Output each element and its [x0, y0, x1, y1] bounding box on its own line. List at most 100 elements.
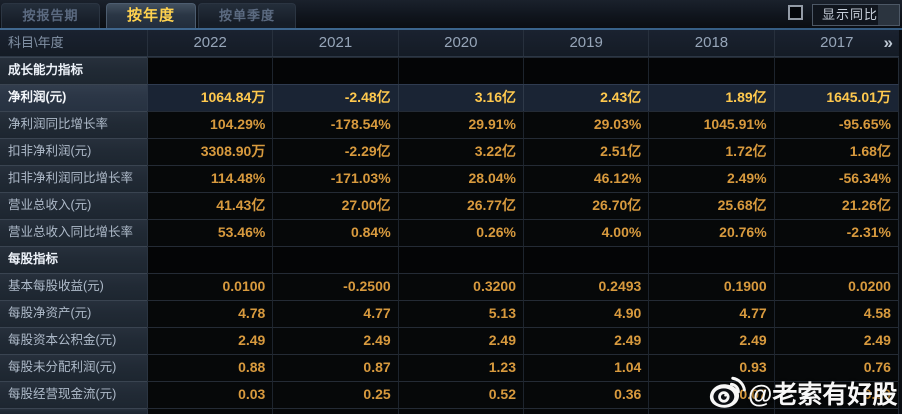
indicator-label: [0, 408, 147, 414]
value-cell: -178.54%: [272, 111, 398, 138]
table-row-partial: [0, 408, 899, 414]
value-cell: 0.76: [773, 354, 899, 381]
value-cell: 1.04: [522, 354, 649, 381]
value-cell: 114.48%: [147, 165, 273, 192]
indicator-label: 成长能力指标: [0, 57, 147, 84]
value-cell: 4.77: [272, 300, 398, 327]
table-row: 每股净资产(元) 4.78 4.77 5.13 4.90 4.77 4.58: [0, 300, 899, 327]
tab-by-year[interactable]: 按年度: [106, 3, 196, 28]
year-column-header: 2021: [272, 30, 397, 56]
indicator-label: 每股经营现金流(元): [0, 381, 147, 408]
value-cell: [272, 57, 398, 84]
value-cell: 0.93: [648, 354, 774, 381]
value-cell: 0.2493: [522, 273, 649, 300]
table-row: 扣非净利润同比增长率 114.48% -171.03% 28.04% 46.12…: [0, 165, 899, 192]
value-cell: [648, 408, 774, 414]
value-cell: -56.34%: [773, 165, 899, 192]
table-row: 营业总收入(元) 41.43亿 27.00亿 26.77亿 26.70亿 25.…: [0, 192, 899, 219]
value-cell: [147, 57, 273, 84]
indicator-label: 每股资本公积金(元): [0, 327, 147, 354]
value-cell: 0.88: [147, 354, 273, 381]
period-tab-bar: 按报告期 按年度 按单季度 显示同比: [0, 0, 902, 28]
value-cell: 25.68亿: [648, 192, 774, 219]
value-cell: 2.49: [773, 327, 899, 354]
indicator-label: 每股未分配利润(元): [0, 354, 147, 381]
value-cell: 4.00%: [522, 219, 649, 246]
indicator-label: 净利润(元): [0, 84, 147, 111]
value-cell: 29.03%: [522, 111, 649, 138]
indicator-label: 每股净资产(元): [0, 300, 147, 327]
value-cell: 1.89亿: [648, 84, 774, 111]
year-column-header: 2020: [397, 30, 523, 56]
value-cell: -2.48亿: [272, 84, 398, 111]
value-cell: 5.13: [397, 300, 523, 327]
indicator-label: 扣非净利润同比增长率: [0, 165, 147, 192]
value-cell: [147, 246, 273, 273]
value-cell: 0.87: [272, 354, 398, 381]
table-row: 每股经营现金流(元) 0.03 0.25 0.52 0.36 0.07 0.09: [0, 381, 899, 408]
value-cell: 26.77亿: [397, 192, 523, 219]
more-years-icon[interactable]: »: [883, 33, 893, 52]
table-row: 净利润同比增长率 104.29% -178.54% 29.91% 29.03% …: [0, 111, 899, 138]
value-cell: 4.90: [522, 300, 649, 327]
indicator-label: 基本每股收益(元): [0, 273, 147, 300]
value-cell: 3.16亿: [397, 84, 523, 111]
value-cell: 0.09: [773, 381, 899, 408]
corner-header-cell: 科目\年度: [8, 35, 64, 50]
indicator-label: 净利润同比增长率: [0, 111, 147, 138]
tab-by-single-quarter[interactable]: 按单季度: [198, 3, 296, 28]
value-cell: [648, 57, 774, 84]
value-cell: 2.51亿: [522, 138, 649, 165]
value-cell: 0.0200: [773, 273, 899, 300]
value-cell: 0.25: [272, 381, 398, 408]
value-cell: 2.49: [648, 327, 774, 354]
value-cell: 29.91%: [397, 111, 523, 138]
show-yoy-checkbox[interactable]: [788, 5, 803, 20]
watermark-text: @老索有好股: [748, 381, 898, 409]
value-cell: 2.49%: [648, 165, 774, 192]
value-cell: 1.23: [397, 354, 523, 381]
value-cell: [522, 408, 649, 414]
show-yoy-toggle-segment: [878, 5, 899, 25]
table-header-row: 科目\年度 2022 2021 2020 2019 2018 2017 »: [0, 30, 899, 57]
year-column-header: 2019: [522, 30, 648, 56]
value-cell: [147, 408, 273, 414]
value-cell: 0.84%: [272, 219, 398, 246]
value-cell: [522, 246, 649, 273]
year-column-header: 2022: [147, 30, 272, 56]
watermark: @老索有好股: [708, 374, 902, 410]
value-cell: 0.1900: [648, 273, 774, 300]
indicator-label: 每股指标: [0, 246, 147, 273]
indicator-label: 扣非净利润(元): [0, 138, 147, 165]
value-cell: [397, 246, 523, 273]
value-cell: [272, 246, 398, 273]
tab-underline-accent: [0, 28, 902, 30]
value-cell: 2.43亿: [522, 84, 649, 111]
value-cell: 1045.91%: [648, 111, 774, 138]
value-cell: 0.36: [522, 381, 649, 408]
value-cell: 104.29%: [147, 111, 273, 138]
show-yoy-toggle[interactable]: 显示同比: [812, 4, 900, 26]
value-cell: 0.26%: [397, 219, 523, 246]
value-cell: 1064.84万: [147, 84, 273, 111]
value-cell: -2.29亿: [272, 138, 398, 165]
value-cell: -171.03%: [272, 165, 398, 192]
table-row: 每股未分配利润(元) 0.88 0.87 1.23 1.04 0.93 0.76: [0, 354, 899, 381]
value-cell: 3.22亿: [397, 138, 523, 165]
value-cell: [648, 246, 774, 273]
value-cell: 2.49: [522, 327, 649, 354]
value-cell: -0.2500: [272, 273, 398, 300]
tab-by-report-period[interactable]: 按报告期: [1, 3, 100, 28]
value-cell: 0.03: [147, 381, 273, 408]
value-cell: 0.3200: [397, 273, 523, 300]
value-cell: 46.12%: [522, 165, 649, 192]
value-cell: 4.77: [648, 300, 774, 327]
value-cell: [397, 408, 523, 414]
value-cell: 1.72亿: [648, 138, 774, 165]
value-cell: -2.31%: [773, 219, 899, 246]
value-cell: 26.70亿: [522, 192, 649, 219]
value-cell: 2.49: [272, 327, 398, 354]
value-cell: 4.78: [147, 300, 273, 327]
value-cell: 2.49: [397, 327, 523, 354]
